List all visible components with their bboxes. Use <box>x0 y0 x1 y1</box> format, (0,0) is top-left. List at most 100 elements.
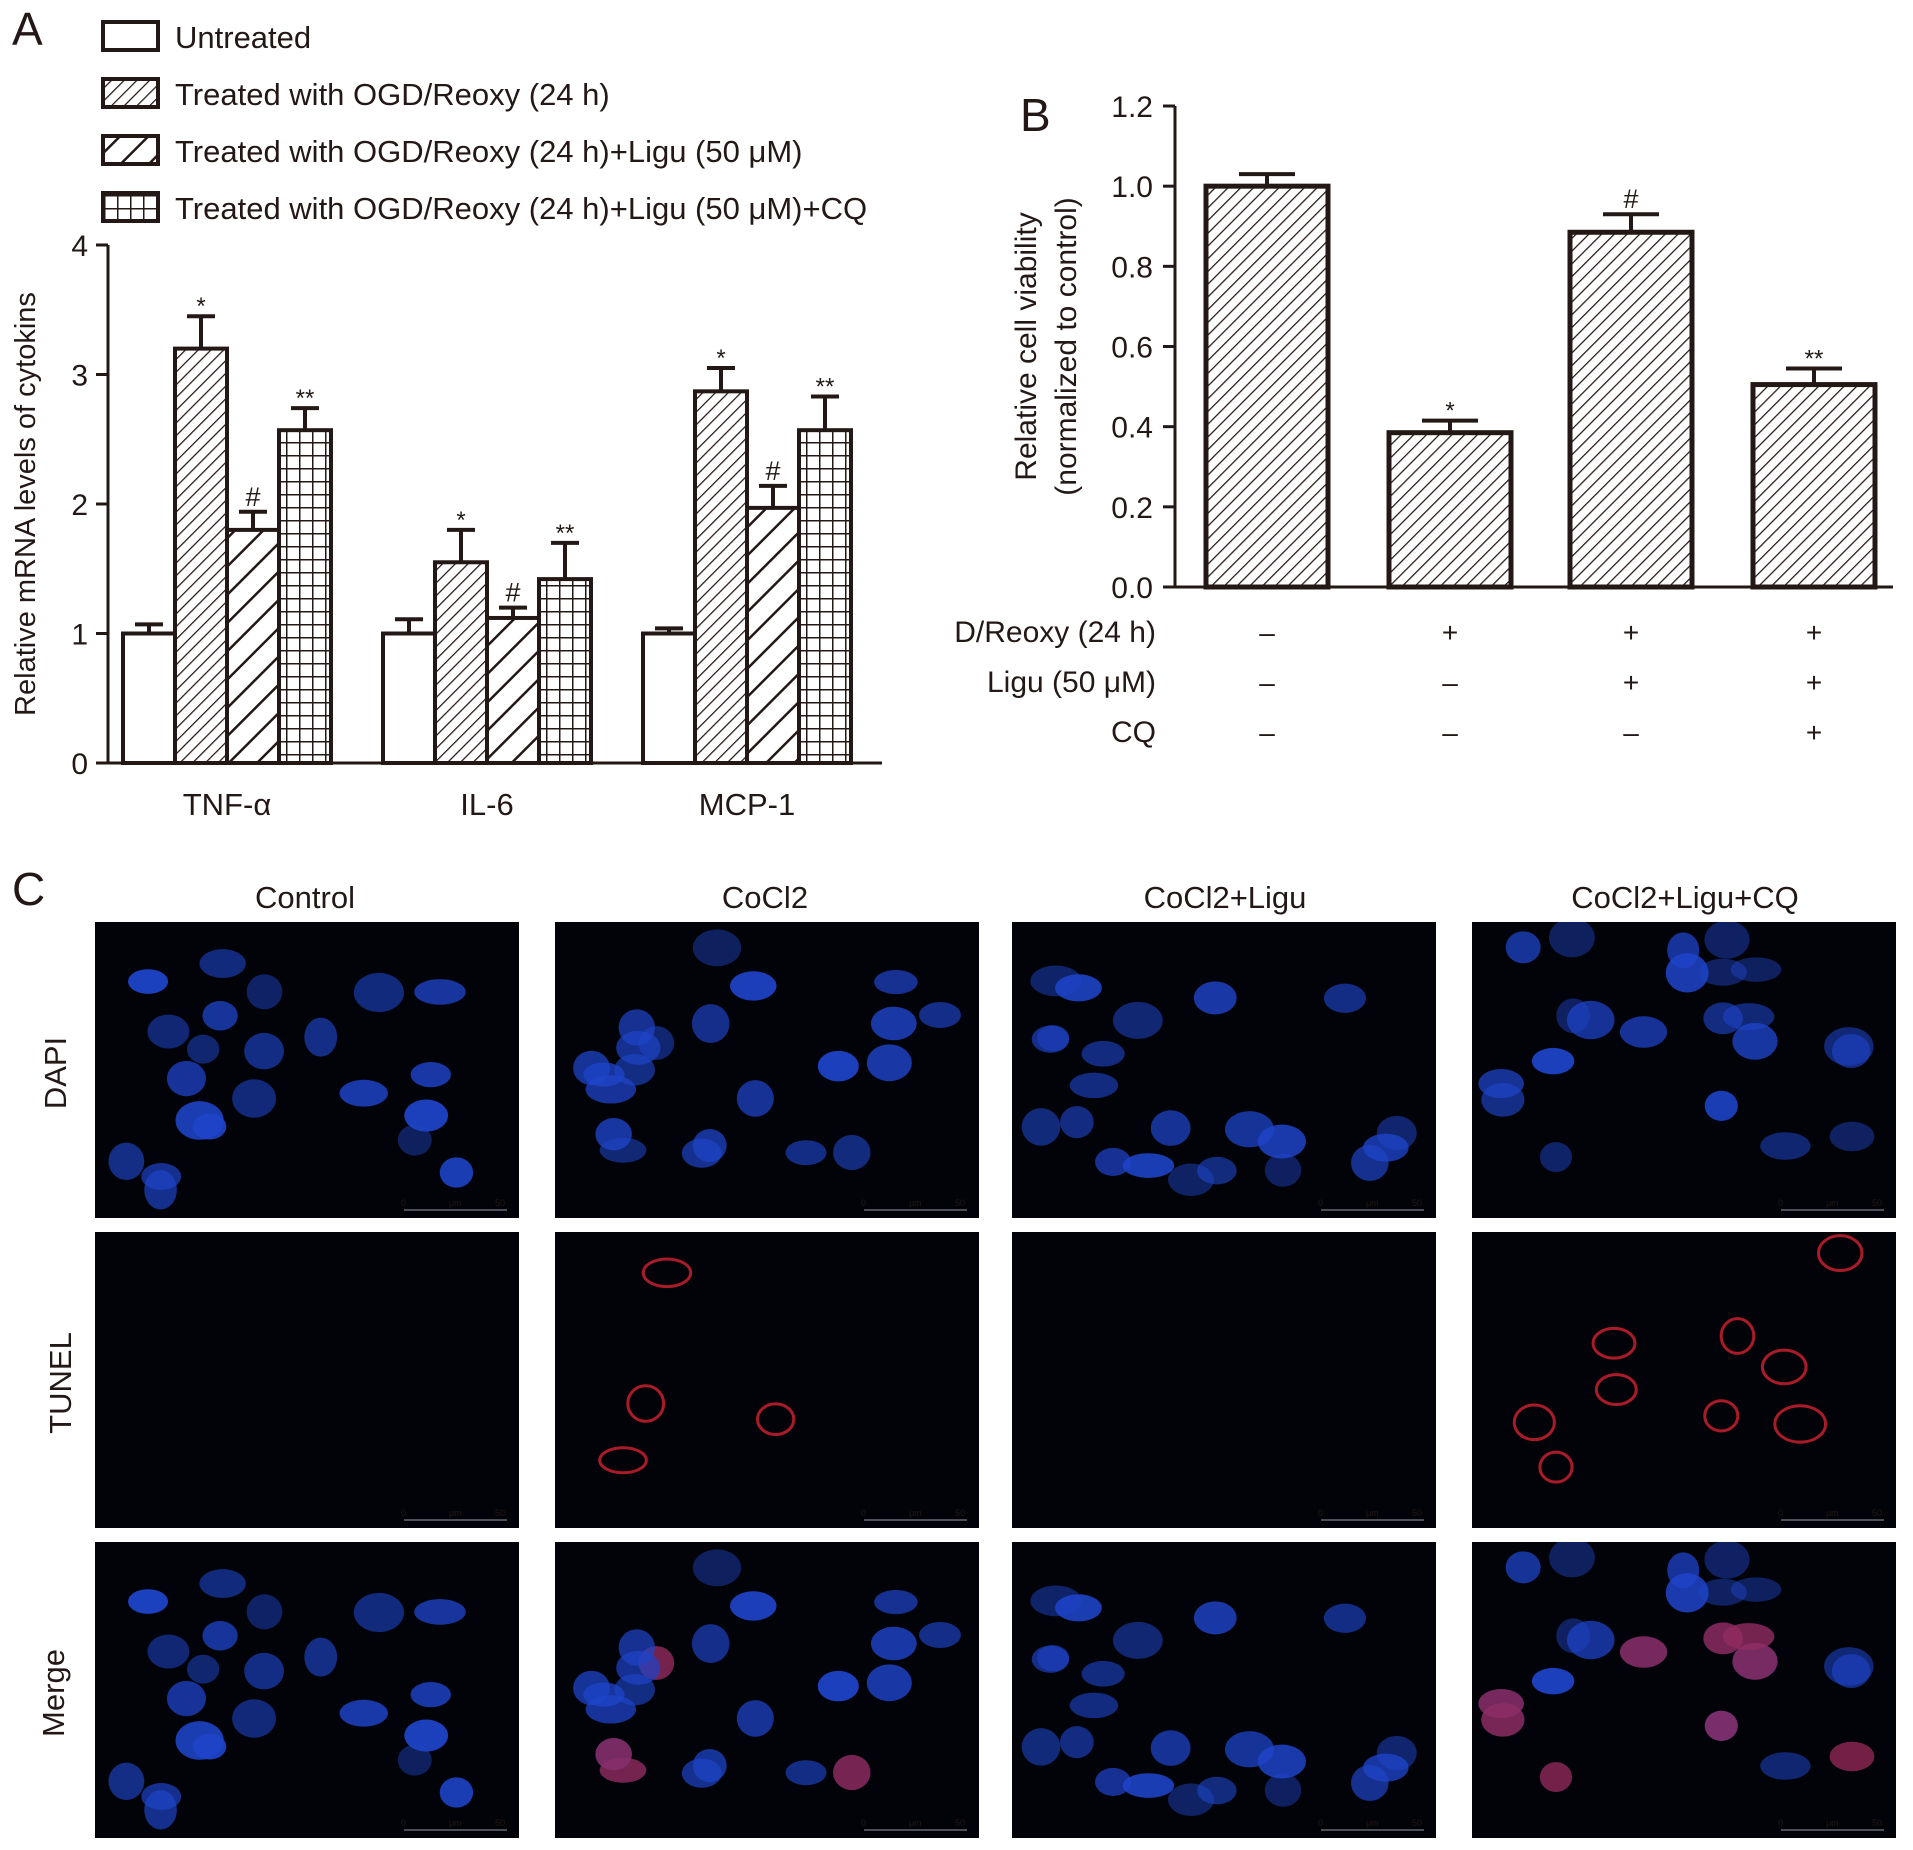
micrograph-merge-1: 0 μm 50 <box>555 1542 979 1838</box>
nucleus <box>1566 1000 1615 1040</box>
tunel-positive-nucleus <box>1512 1403 1556 1442</box>
a-annotation-1-3: ** <box>556 520 575 547</box>
nucleus <box>870 1626 917 1661</box>
nucleus <box>1732 1022 1778 1060</box>
panel-a-letter: A <box>12 3 43 55</box>
nucleus <box>1081 1660 1125 1687</box>
row-label-dapi: DAPI <box>38 1036 74 1110</box>
tunel-overlay <box>1481 1702 1525 1737</box>
a-bar-0-1 <box>173 346 229 765</box>
nucleus <box>1619 1016 1668 1048</box>
micrograph-section: Control CoCl2 CoCl2+Ligu CoCl2+Ligu+CQ D… <box>0 860 1913 1850</box>
nucleus <box>1730 1577 1782 1602</box>
nucleus <box>1069 1072 1119 1099</box>
nucleus <box>616 1650 661 1685</box>
tunel-overlay <box>1704 1710 1738 1741</box>
b-annotation-1: * <box>1445 398 1454 425</box>
scale-bar-end: 50 <box>1412 1508 1422 1518</box>
b-condition-mark-1-1: – <box>1442 667 1458 698</box>
nucleus <box>414 1599 466 1625</box>
nucleus <box>785 1140 827 1166</box>
tunel-positive-nucleus <box>1538 1450 1574 1484</box>
nucleus <box>736 1080 774 1117</box>
tunel-overlay <box>1619 1636 1668 1668</box>
scale-bar-end: 50 <box>955 1508 965 1518</box>
nucleus <box>202 1000 238 1031</box>
scale-bar-start: 0 <box>1318 1508 1323 1518</box>
b-condition-mark-1-3: + <box>1806 667 1822 698</box>
b-condition-label-1: Ligu (50 μM) <box>987 666 1156 699</box>
nucleus <box>1505 1551 1541 1584</box>
nucleus <box>681 1138 722 1168</box>
nucleus <box>692 929 742 967</box>
nucleus <box>595 1118 632 1151</box>
nucleus <box>1193 1601 1237 1635</box>
scale-bar-start: 0 <box>401 1818 406 1828</box>
tunel-overlay <box>833 1754 871 1791</box>
a-bar-1-1 <box>433 560 489 766</box>
scale-bar-unit: μm <box>1826 1818 1839 1828</box>
nucleus <box>202 1620 238 1651</box>
scale-bar-start: 0 <box>401 1198 406 1208</box>
nucleus <box>404 1099 449 1132</box>
a-category-label-0: TNF-α <box>183 787 272 822</box>
nucleus <box>730 1591 777 1621</box>
a-annotation-2-3: ** <box>816 374 835 401</box>
scale-bar-end: 50 <box>1872 1508 1882 1518</box>
b-ytick-label-5: 1.0 <box>1111 171 1153 204</box>
nucleus <box>785 1760 827 1786</box>
scale-bar-unit: μm <box>1826 1198 1839 1208</box>
nucleus <box>108 1142 145 1180</box>
nucleus <box>692 1549 742 1587</box>
b-condition-mark-2-2: – <box>1623 717 1639 748</box>
scale-bar-unit: μm <box>1366 1818 1379 1828</box>
b-condition-mark-0-2: + <box>1623 617 1639 648</box>
a-ytick-label-0: 0 <box>71 748 88 781</box>
nucleus <box>397 1744 432 1776</box>
nucleus <box>919 1622 961 1648</box>
legend-swatch-1 <box>101 77 160 109</box>
nucleus <box>1168 1783 1214 1816</box>
nucleus <box>1698 1578 1747 1606</box>
b-ytick-label-2: 0.4 <box>1111 412 1153 445</box>
nucleus <box>691 1624 730 1664</box>
nucleus <box>1112 1001 1163 1039</box>
scale-bar-start: 0 <box>1778 1198 1783 1208</box>
nucleus <box>866 1664 912 1702</box>
a-category-label-1: IL-6 <box>460 787 513 822</box>
nucleus <box>616 1030 661 1065</box>
nucleus <box>232 1699 277 1738</box>
nucleus <box>1055 1594 1102 1622</box>
legend-label-0: Untreated <box>175 20 311 55</box>
b-condition-mark-2-3: + <box>1806 717 1822 748</box>
tunel-positive-nucleus <box>641 1257 693 1289</box>
nucleus <box>339 1079 388 1107</box>
legend-swatch-0 <box>101 20 160 52</box>
nucleus <box>1351 1764 1389 1801</box>
scale-bar-unit: μm <box>449 1198 462 1208</box>
legend-swatch-3 <box>101 191 160 223</box>
scale-bar-end: 50 <box>495 1818 505 1828</box>
chart-b-cell-viability: 0.0 0.2 0.4 0.6 0.8 1.0 1.2 Relative cell viabi… <box>953 91 1893 749</box>
nucleus <box>108 1762 145 1800</box>
a-ytick-label-3: 3 <box>71 360 88 393</box>
scale-bar-unit: μm <box>909 1198 922 1208</box>
a-category-label-2: MCP-1 <box>699 787 795 822</box>
b-annotation-2: # <box>1623 184 1638 214</box>
nucleus <box>144 1790 177 1830</box>
nucleus <box>1667 1552 1700 1589</box>
a-annotation-0-1: * <box>196 293 205 320</box>
nucleus <box>1257 1744 1306 1779</box>
nucleus <box>232 1079 277 1118</box>
scale-bar-end: 50 <box>1412 1198 1422 1208</box>
col-title-control-text: Control <box>255 880 355 915</box>
tunel-positive-nucleus <box>1594 1373 1638 1407</box>
nucleus <box>246 974 283 1010</box>
nucleus <box>187 1654 220 1684</box>
col-title-cocl2-text: CoCl2 <box>721 880 809 915</box>
micrograph-dapi-2: 0 μm 50 <box>1012 922 1436 1218</box>
b-condition-mark-0-3: + <box>1806 617 1822 648</box>
nucleus <box>339 1699 388 1727</box>
a-y-axis-title: Relative mRNA levels of cytokins <box>10 292 42 716</box>
a-annotation-2-2: # <box>765 456 780 486</box>
